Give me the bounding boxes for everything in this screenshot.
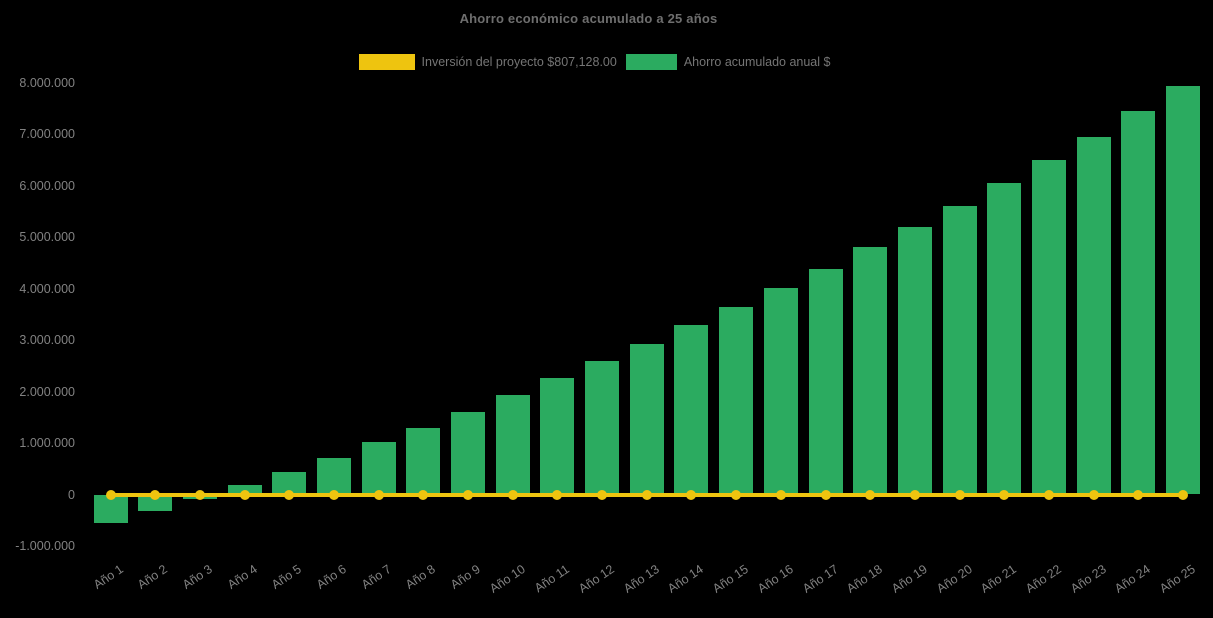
investment-line-marker-ano-13 xyxy=(641,489,652,500)
bar-ano-8 xyxy=(406,427,441,495)
investment-line-marker-ano-17 xyxy=(820,489,831,500)
y-tick-label: 4.000.000 xyxy=(19,281,75,296)
investment-line-marker-ano-14 xyxy=(686,489,697,500)
y-tick-label: 6.000.000 xyxy=(19,178,75,193)
bar-ano-14 xyxy=(674,325,709,495)
bar-ano-7 xyxy=(361,441,396,495)
y-tick-label: 3.000.000 xyxy=(19,333,75,348)
y-tick-label: 2.000.000 xyxy=(19,384,75,399)
bar-ano-24 xyxy=(1121,111,1156,495)
bar-ano-9 xyxy=(451,411,486,495)
y-tick-label: 5.000.000 xyxy=(19,230,75,245)
legend-item-inversion: Inversión del proyecto $807,128.00 xyxy=(358,54,617,70)
investment-line-marker-ano-18 xyxy=(865,489,876,500)
investment-line-marker-ano-15 xyxy=(731,489,742,500)
bar-ano-22 xyxy=(1031,159,1066,495)
investment-line-marker-ano-12 xyxy=(597,489,608,500)
bar-ano-16 xyxy=(763,287,798,495)
legend-swatch-ahorro xyxy=(625,54,677,70)
investment-line-marker-ano-6 xyxy=(328,489,339,500)
y-tick-label: 0 xyxy=(68,487,75,502)
chart-title: Ahorro económico acumulado a 25 años xyxy=(459,11,718,26)
bar-ano-5 xyxy=(272,471,307,495)
bar-ano-20 xyxy=(942,206,977,495)
bar-ano-13 xyxy=(629,344,664,495)
bar-ano-10 xyxy=(495,395,530,495)
y-tick-label: -1.000.000 xyxy=(15,538,75,553)
legend-swatch-inversion xyxy=(358,54,415,70)
investment-line-marker-ano-9 xyxy=(463,489,474,500)
investment-line-marker-ano-4 xyxy=(239,489,250,500)
bar-ano-11 xyxy=(540,378,575,495)
legend-label: Inversión del proyecto $807,128.00 xyxy=(421,55,617,69)
legend-item-ahorro: Ahorro acumulado anual $ xyxy=(625,54,831,70)
bar-ano-23 xyxy=(1076,136,1111,495)
investment-line-marker-ano-23 xyxy=(1088,489,1099,500)
bar-ano-18 xyxy=(853,247,888,495)
bar-ano-19 xyxy=(897,226,932,495)
investment-line-marker-ano-24 xyxy=(1133,489,1144,500)
y-tick-label: 8.000.000 xyxy=(19,75,75,90)
bar-ano-21 xyxy=(987,182,1022,495)
investment-line-marker-ano-25 xyxy=(1178,489,1189,500)
investment-line-marker-ano-20 xyxy=(954,489,965,500)
investment-line-marker-ano-1 xyxy=(105,489,116,500)
investment-line-marker-ano-7 xyxy=(373,489,384,500)
legend: Inversión del proyecto $807,128.00 Ahorro… xyxy=(0,54,1201,70)
investment-line-marker-ano-10 xyxy=(507,489,518,500)
investment-line-marker-ano-3 xyxy=(194,489,205,500)
investment-line-marker-ano-2 xyxy=(150,489,161,500)
investment-line-marker-ano-22 xyxy=(1043,489,1054,500)
investment-line-marker-ano-21 xyxy=(999,489,1010,500)
bar-ano-17 xyxy=(808,268,843,495)
bar-ano-25 xyxy=(1166,85,1201,495)
bar-ano-15 xyxy=(719,307,754,495)
legend-label: Ahorro acumulado anual $ xyxy=(683,55,831,69)
bar-ano-6 xyxy=(316,457,351,495)
investment-line-marker-ano-5 xyxy=(284,489,295,500)
investment-line-marker-ano-8 xyxy=(418,489,429,500)
investment-line-marker-ano-16 xyxy=(775,489,786,500)
bar-ano-2 xyxy=(138,494,173,512)
bar-ano-12 xyxy=(585,361,620,495)
investment-line-marker-ano-11 xyxy=(552,489,563,500)
y-tick-label: 7.000.000 xyxy=(19,127,75,142)
y-tick-label: 1.000.000 xyxy=(19,436,75,451)
investment-line-marker-ano-19 xyxy=(909,489,920,500)
